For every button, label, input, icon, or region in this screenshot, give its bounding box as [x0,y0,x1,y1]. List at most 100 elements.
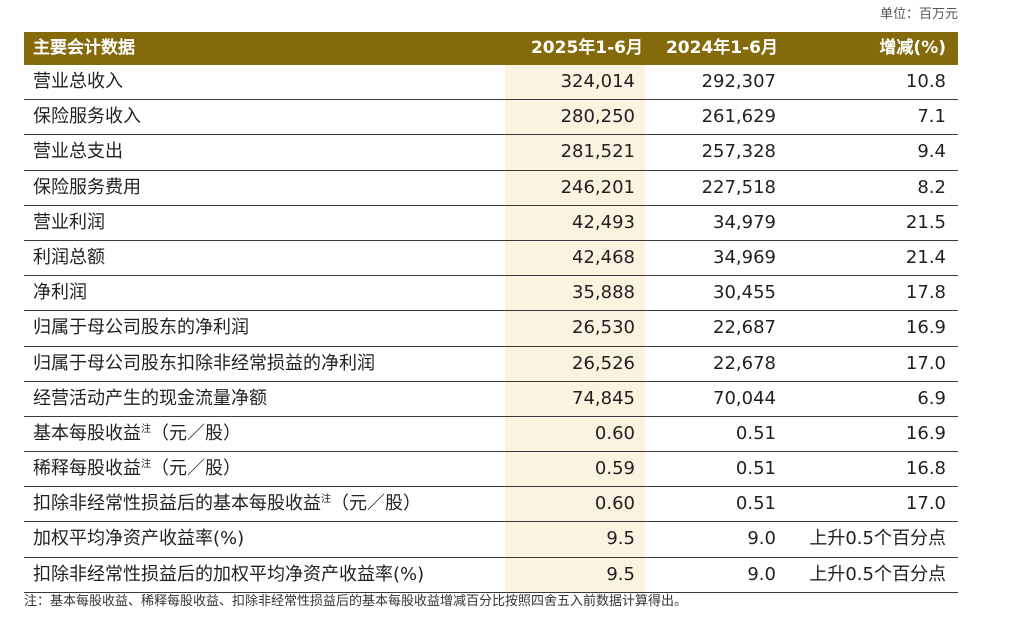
unit-label: 单位：百万元 [879,7,958,22]
highlight-column-cell [505,100,645,135]
row-label: 加权平均净资产收益率(%) [33,522,244,556]
highlight-column-cell [505,557,645,592]
row-label-text: 稀释每股收益 [33,458,141,480]
row-label-text: 经营活动产生的现金流量净额 [33,387,267,409]
row-label-text: 扣除非经常性损益后的基本每股收益 [33,493,321,515]
table-body: 营业总收入 324,014 292,307 10.8 保险服务收入 280,250 261,… [24,65,958,593]
row-label: 扣除非经常性损益后的基本每股收益注（元／股） [33,487,421,521]
value-2025: 0.60 [594,422,635,444]
table-row: 扣除非经常性损益后的基本每股收益注（元／股） 0.60 0.51 17.0 [24,487,958,523]
highlight-column-cell [505,170,645,205]
table-row: 营业利润 42,493 34,979 21.5 [24,205,958,241]
value-2024: 9.0 [747,528,776,550]
row-label-text: 归属于母公司股东扣除非经常损益的净利润 [33,352,375,374]
value-2025: 324,014 [560,71,635,92]
value-2025: 0.59 [594,458,635,480]
table-row: 营业总收入 324,014 292,307 10.8 [24,65,958,101]
value-change: 9.4 [917,141,946,163]
table-row: 归属于母公司股东的净利润 26,530 22,687 16.9 [24,311,958,347]
header-2025: 2025年1-6月 [530,38,643,58]
row-label-unit: （元／股） [151,422,241,444]
row-label-text: 加权平均净资产收益率(%) [33,528,245,550]
footnote: 注：基本每股收益、稀释每股收益、扣除非经常性损益后的基本每股收益增减百分比按照四… [24,594,688,609]
value-2024: 22,687 [713,317,776,339]
value-change: 17.0 [905,352,946,374]
table-row: 加权平均净资产收益率(%) 9.5 9.0 上升0.5个百分点 [24,522,958,558]
value-2025: 281,521 [560,141,635,163]
value-change: 上升0.5个百分点 [809,528,946,550]
table-row: 归属于母公司股东扣除非经常损益的净利润 26,526 22,678 17.0 [24,346,958,382]
note-marker: 注 [141,459,151,471]
value-2025: 9.5 [606,563,635,585]
highlight-column-cell [505,240,645,276]
value-2024: 9.0 [747,563,776,585]
value-2025: 74,845 [572,387,635,409]
header-change: 增减(%) [879,38,946,58]
row-label-text: 营业总收入 [33,71,123,92]
value-change: 16.9 [905,422,946,444]
header-2024: 2024年1-6月 [665,38,778,58]
row-label-text: 利润总额 [33,246,105,268]
table-row: 营业总支出 281,521 257,328 9.4 [24,135,958,171]
value-2024: 30,455 [713,282,776,304]
value-2024: 34,979 [713,211,776,233]
row-label-text: 扣除非经常性损益后的加权平均净资产收益率(%) [33,563,425,585]
table-row: 稀释每股收益注（元／股） 0.59 0.51 16.8 [24,452,958,488]
table-row: 经营活动产生的现金流量净额 74,845 70,044 6.9 [24,381,958,417]
row-label-unit: （元／股） [331,493,421,515]
row-label: 扣除非经常性损益后的加权平均净资产收益率(%) [33,558,424,592]
row-label: 营业利润 [33,206,105,240]
value-2025: 42,493 [572,211,635,233]
value-2025: 246,201 [560,176,635,198]
value-2024: 0.51 [735,422,776,444]
row-label-text: 保险服务费用 [33,176,141,198]
table-row: 利润总额 42,468 34,969 21.4 [24,240,958,277]
value-2025: 9.5 [606,528,635,550]
highlight-column-cell [505,205,645,240]
highlight-column-cell [505,276,645,311]
value-2024: 292,307 [701,71,776,92]
highlight-column-cell [505,381,645,416]
value-2025: 35,888 [572,282,635,304]
value-change: 6.9 [917,387,946,409]
row-label-text: 营业总支出 [33,141,123,163]
highlight-column-cell [505,522,645,557]
highlight-column-cell [505,487,645,522]
table-row: 保险服务费用 246,201 227,518 8.2 [24,170,958,206]
row-label: 保险服务收入 [33,100,141,134]
value-2025: 42,468 [572,246,635,268]
row-label: 基本每股收益注（元／股） [33,417,241,451]
value-change: 8.2 [917,176,946,198]
value-change: 21.4 [905,246,946,268]
row-label-text: 净利润 [33,282,87,304]
value-2025: 26,530 [572,317,635,339]
table-header: 主要会计数据 2025年1-6月 2024年1-6月 增减(%) [24,32,958,65]
highlight-column-cell [505,452,645,487]
value-change: 17.8 [905,282,946,304]
value-2024: 0.51 [735,493,776,515]
row-label: 保险服务费用 [33,171,141,205]
value-2024: 22,678 [713,352,776,374]
value-change: 21.5 [905,211,946,233]
value-2024: 0.51 [735,458,776,480]
row-label-unit: （元／股） [151,458,241,480]
value-2024: 261,629 [701,106,776,128]
note-marker: 注 [141,423,151,435]
value-change: 7.1 [917,106,946,128]
value-2025: 26,526 [572,352,635,374]
highlight-column-cell [505,65,645,100]
value-2024: 34,969 [713,246,776,268]
table-row: 基本每股收益注（元／股） 0.60 0.51 16.9 [24,416,958,453]
value-2024: 257,328 [701,141,776,163]
header-main-data: 主要会计数据 [33,38,135,58]
highlight-column-cell [505,416,645,452]
highlight-column-cell [505,311,645,346]
value-2024: 227,518 [701,176,776,198]
value-change: 17.0 [905,493,946,515]
value-change: 上升0.5个百分点 [809,563,946,585]
row-label: 归属于母公司股东的净利润 [33,311,249,345]
value-2024: 70,044 [713,387,776,409]
value-2025: 280,250 [560,106,635,128]
row-label: 净利润 [33,276,87,310]
value-change: 10.8 [905,71,946,92]
